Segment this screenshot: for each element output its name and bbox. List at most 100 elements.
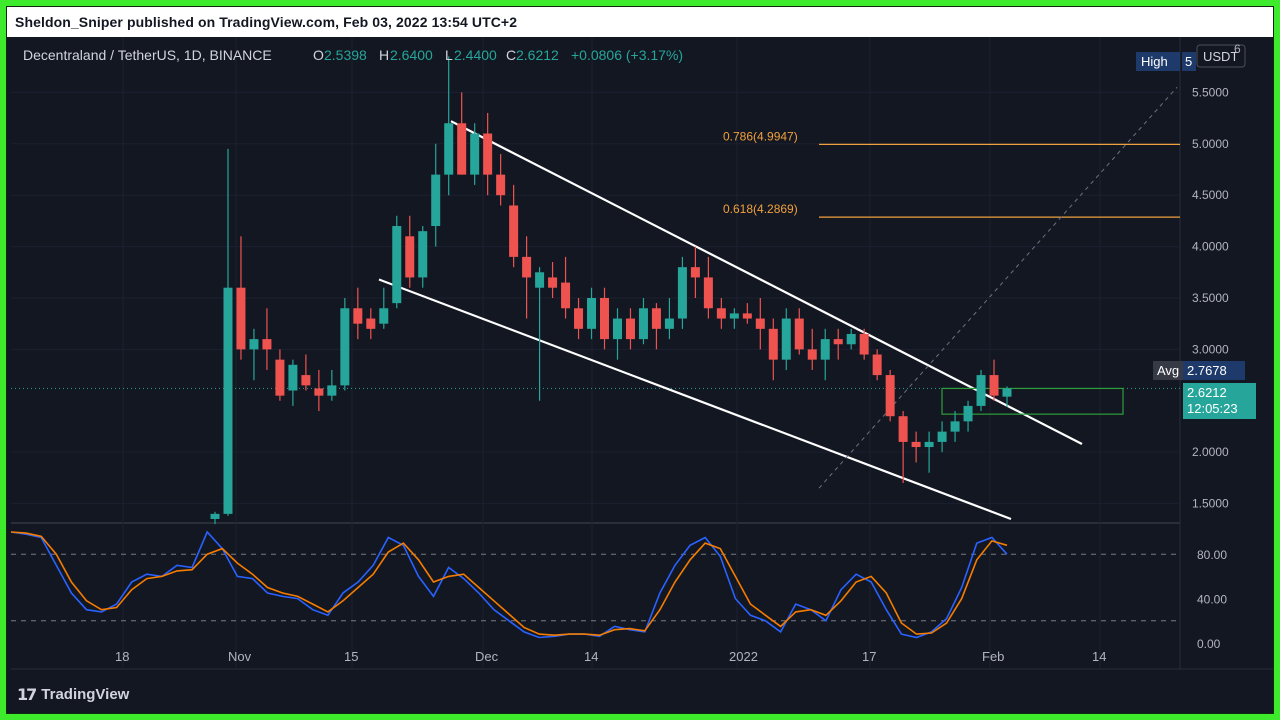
ohlc-h-value: 2.6400	[390, 47, 433, 63]
candle-body	[418, 231, 428, 278]
candle-body	[690, 267, 700, 278]
tradingview-brand: TradingView	[41, 686, 130, 703]
time-tick-label: Nov	[228, 649, 252, 664]
candle-body	[275, 359, 285, 396]
candle-body	[950, 421, 960, 432]
candle-body	[457, 123, 467, 175]
fib-level-label: 0.786(4.9947)	[723, 129, 798, 143]
candle-body	[937, 431, 947, 442]
currency-badge: USDT	[1203, 49, 1238, 64]
fib-level-label: 0.618(4.2869)	[723, 202, 798, 216]
avg-label-box	[1153, 361, 1183, 380]
candle-body	[366, 318, 376, 329]
candle-body	[1002, 388, 1012, 397]
time-tick-label: 15	[344, 649, 358, 664]
candle-body	[301, 375, 311, 386]
candle-body	[976, 375, 986, 406]
price-tick-label: 4.0000	[1192, 240, 1229, 254]
candle-body	[600, 297, 610, 340]
last-price-box	[1183, 383, 1256, 419]
candle-body	[340, 308, 350, 386]
candle-body	[924, 441, 934, 448]
candle-body	[898, 416, 908, 442]
time-tick-label: Dec	[475, 649, 499, 664]
time-tick-label: Feb	[982, 649, 1004, 664]
candle-body	[431, 174, 441, 227]
candle-body	[729, 313, 739, 319]
candle-body	[353, 308, 363, 324]
symbol-title: Decentraland / TetherUS, 1D, BINANCE	[23, 47, 272, 63]
candle-body	[379, 308, 389, 324]
stoch-tick-label: 80.00	[1197, 548, 1227, 562]
candle-body	[742, 313, 752, 319]
high-value-box	[1182, 52, 1196, 71]
candle-body	[820, 339, 830, 360]
candle-body	[755, 318, 765, 329]
time-tick-label: 14	[1092, 649, 1106, 664]
channel-upper-line	[450, 120, 1083, 445]
ohlc-c-value: 2.6212	[516, 47, 559, 63]
countdown: 12:05:23	[1187, 401, 1238, 416]
ohlc-l-label: L	[445, 47, 453, 63]
currency-badge-box[interactable]	[1196, 44, 1246, 68]
candle-body	[574, 308, 584, 329]
candle-body	[288, 364, 298, 391]
candle-body	[768, 328, 778, 360]
price-tick-label: 5.0000	[1192, 137, 1229, 151]
candle-body	[444, 123, 454, 175]
candle-body	[833, 339, 843, 345]
projection-line	[818, 86, 1178, 489]
ohlc-o-label: O	[313, 47, 324, 63]
candle-body	[989, 375, 999, 396]
price-tick-label: 4.5000	[1192, 188, 1229, 202]
candle-body	[846, 333, 856, 345]
candle-body	[638, 308, 648, 340]
chart-canvas[interactable]: 0.786(4.9947) 0.618(4.2869) 80.00 40.00 0.0…	[7, 7, 1274, 714]
top-tick-fragment: 6	[1234, 42, 1241, 56]
candle-body	[794, 318, 804, 350]
candle-body	[859, 333, 869, 355]
ohlc-c-label: C	[506, 47, 516, 63]
candle-body	[716, 308, 726, 319]
candles	[210, 56, 1012, 525]
candle-body	[470, 133, 480, 175]
candle-body	[548, 277, 558, 288]
candle-body	[483, 133, 493, 175]
ohlc-change: +0.0806 (+3.17%)	[571, 47, 683, 63]
candle-body	[327, 385, 337, 396]
breakout-box	[941, 387, 1124, 415]
symbol-header: Decentraland / TetherUS, 1D, BINANCE O 2…	[23, 47, 683, 63]
grid	[11, 37, 1273, 670]
stoch-k-line	[10, 530, 1008, 639]
stoch-d-line	[10, 531, 1008, 637]
high-value: 5	[1185, 54, 1192, 69]
candle-body	[885, 375, 895, 417]
price-axis: 5.5000 5.0000 4.5000 4.0000 3.5000 3.0000 2.00…	[1192, 85, 1229, 510]
candle-body	[872, 354, 882, 376]
candle-body	[664, 318, 674, 329]
price-tick-label: 1.5000	[1192, 497, 1229, 511]
candle-body	[651, 308, 661, 329]
tradingview-logo[interactable]: 17 TradingView	[17, 685, 129, 704]
candle-body	[963, 405, 973, 422]
time-tick-label: 17	[862, 649, 876, 664]
candle-body	[612, 318, 622, 340]
time-axis: 18 Nov 15 Dec 14 2022 17 Feb 14	[115, 649, 1106, 664]
candle-body	[509, 205, 519, 257]
high-label-box	[1136, 52, 1180, 71]
candle-body	[807, 349, 817, 360]
candle-body	[314, 388, 324, 396]
candle-body	[677, 267, 687, 319]
candle-body	[496, 174, 506, 196]
stoch-tick-label: 40.00	[1197, 593, 1227, 607]
stoch-tick-label: 0.00	[1197, 637, 1221, 651]
publisher-text: Sheldon_Sniper published on TradingView.…	[15, 14, 518, 30]
candle-body	[262, 339, 272, 350]
time-tick-label: 14	[584, 649, 598, 664]
candle-body	[587, 297, 597, 329]
time-tick-label: 18	[115, 649, 129, 664]
price-tick-label: 2.0000	[1192, 445, 1229, 459]
candle-body	[236, 287, 246, 350]
candle-body	[781, 318, 791, 360]
candle-body	[210, 513, 220, 519]
